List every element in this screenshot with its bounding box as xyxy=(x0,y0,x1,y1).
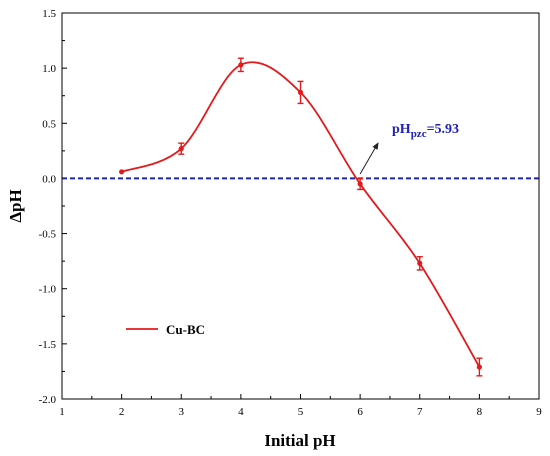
annotation-arrow xyxy=(359,142,379,175)
y-tick-label: -0.5 xyxy=(39,229,57,241)
data-point xyxy=(238,62,244,68)
y-tick-label: -1.5 xyxy=(39,339,57,351)
error-bars-layer xyxy=(178,57,483,377)
data-points-layer xyxy=(119,62,482,370)
data-point xyxy=(178,146,184,152)
annotation-text: pHpzc=5.93 xyxy=(392,122,459,140)
y-tick-label: -2.0 xyxy=(39,394,57,406)
y-tick-label: -1.0 xyxy=(39,284,57,296)
y-tick-label: 0.5 xyxy=(42,118,56,130)
y-tick-label: 1.5 xyxy=(42,8,56,20)
x-tick-label: 3 xyxy=(179,406,185,418)
annotation-subscript: pzc xyxy=(411,128,427,140)
x-tick-label: 1 xyxy=(59,406,65,418)
y-axis-title: ΔpH xyxy=(6,189,25,222)
annotation-main: pH xyxy=(392,122,411,137)
plot-frame xyxy=(61,12,540,400)
x-axis-title: Initial pH xyxy=(264,431,335,450)
x-tick-label: 7 xyxy=(417,406,423,418)
x-tick-label: 9 xyxy=(536,406,542,418)
legend-label: Cu-BC xyxy=(166,322,205,337)
y-tick-label: 0.0 xyxy=(42,173,56,185)
data-point xyxy=(357,181,363,187)
data-point xyxy=(297,89,304,96)
annotation-suffix: =5.93 xyxy=(427,122,459,137)
legend: Cu-BC xyxy=(126,322,205,337)
y-tick-label: 1.0 xyxy=(42,63,56,75)
data-point xyxy=(119,169,125,175)
x-tick-label: 8 xyxy=(477,406,483,418)
data-point xyxy=(417,260,423,266)
x-tick-label: 4 xyxy=(238,406,244,418)
x-tick-label: 2 xyxy=(119,406,125,418)
x-tick-label: 6 xyxy=(357,406,363,418)
ticks-layer xyxy=(61,12,540,400)
data-point xyxy=(476,364,482,370)
x-tick-label: 5 xyxy=(298,406,304,418)
tick-labels-layer: 1 2 3 4 5 6 7 8 9 1.5 1.0 0.5 0.0 -0.5 -1.0 -1.5 -2.0 xyxy=(39,8,543,418)
